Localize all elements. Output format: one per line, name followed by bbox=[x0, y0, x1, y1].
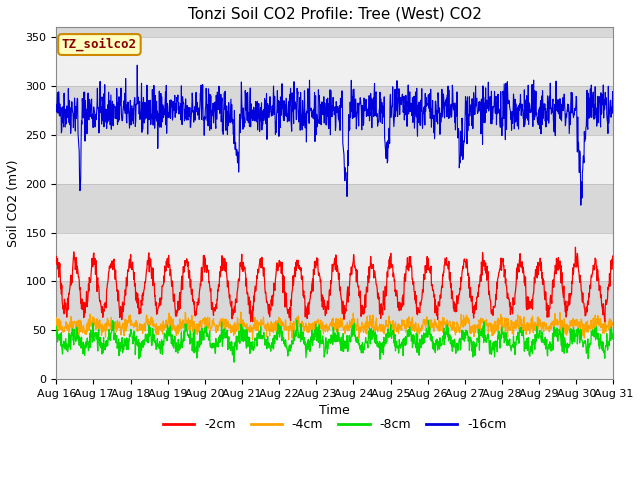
X-axis label: Time: Time bbox=[319, 405, 350, 418]
Bar bbox=[56, 232, 613, 281]
Bar bbox=[56, 330, 613, 379]
Bar bbox=[56, 37, 613, 86]
Title: Tonzi Soil CO2 Profile: Tree (West) CO2: Tonzi Soil CO2 Profile: Tree (West) CO2 bbox=[188, 7, 482, 22]
Bar bbox=[56, 135, 613, 184]
Legend: -2cm, -4cm, -8cm, -16cm: -2cm, -4cm, -8cm, -16cm bbox=[158, 413, 512, 436]
Text: TZ_soilco2: TZ_soilco2 bbox=[62, 38, 137, 51]
Y-axis label: Soil CO2 (mV): Soil CO2 (mV) bbox=[7, 159, 20, 247]
